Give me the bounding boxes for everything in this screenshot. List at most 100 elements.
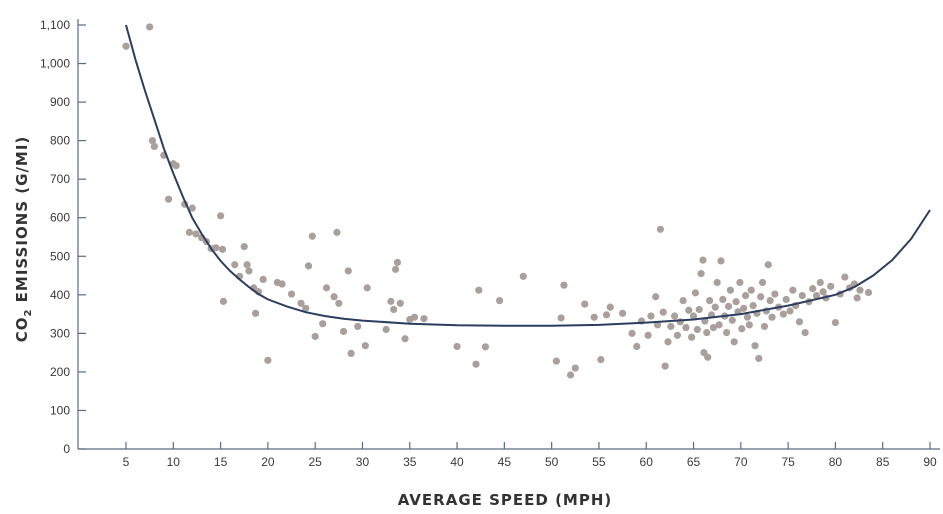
data-point (322, 284, 331, 292)
y-tick-label: 1,100 (40, 18, 70, 32)
data-point (782, 295, 790, 304)
x-axis-ticks: 5 10 15 20 25 30 35 40 45 50 55 60 65 70 75 80 85 90 (123, 442, 937, 469)
data-point (644, 331, 652, 339)
data-point (216, 212, 225, 220)
data-point (711, 303, 719, 311)
data-point (311, 332, 319, 341)
data-point (723, 328, 731, 337)
data-point (363, 284, 371, 292)
data-point (557, 314, 565, 322)
data-point (146, 23, 154, 31)
x-tick-label: 65 (687, 455, 701, 469)
data-point (231, 261, 239, 269)
data-point (597, 355, 605, 364)
data-point (751, 342, 759, 350)
data-point (264, 356, 272, 364)
data-point (297, 299, 305, 307)
x-tick-label: 25 (308, 455, 322, 469)
data-point (185, 228, 193, 236)
data-point (192, 230, 200, 238)
y-tick-label: 100 (50, 403, 70, 417)
y-axis-ticks: 0 100 200 300 400 500 600 700 800 900 1,000 1,100 (40, 18, 86, 456)
data-point (864, 288, 873, 297)
data-point (749, 302, 757, 310)
data-point (240, 243, 248, 251)
data-point (755, 354, 763, 363)
data-point (661, 362, 669, 370)
data-point (390, 305, 398, 314)
data-point (682, 323, 690, 332)
scatter-points (122, 23, 873, 379)
data-point (387, 297, 395, 305)
data-point (560, 281, 568, 289)
x-tick-label: 60 (640, 455, 654, 469)
y-tick-label: 900 (50, 95, 70, 109)
data-point (736, 278, 744, 287)
data-point (656, 225, 665, 233)
x-tick-label: 15 (214, 455, 228, 469)
data-point (472, 360, 480, 368)
data-point (697, 270, 705, 278)
data-point (339, 327, 348, 336)
x-tick-label: 85 (876, 455, 890, 469)
data-point (664, 338, 672, 346)
data-point (453, 342, 461, 351)
y-tick-label: 500 (50, 249, 70, 263)
data-point (740, 304, 748, 312)
data-point (420, 315, 428, 323)
data-point (212, 244, 220, 252)
x-tick-label: 90 (923, 455, 937, 469)
data-point (812, 291, 821, 300)
data-point (361, 342, 369, 350)
data-point (382, 325, 390, 334)
data-point (738, 325, 746, 333)
data-point (333, 228, 341, 236)
data-point (732, 298, 740, 306)
data-point (319, 320, 327, 328)
data-point (801, 328, 809, 337)
data-point (728, 316, 736, 324)
data-point (758, 278, 767, 287)
y-tick-label: 0 (63, 442, 70, 456)
data-point (150, 142, 158, 151)
x-tick-label: 75 (781, 455, 795, 469)
data-point (347, 349, 355, 358)
data-point (606, 303, 614, 311)
data-point (496, 297, 504, 305)
data-point (602, 311, 611, 319)
data-point (251, 309, 260, 317)
y-tick-label: 600 (50, 211, 70, 225)
data-point (659, 308, 667, 316)
data-point (218, 245, 227, 253)
data-point (335, 299, 343, 307)
data-point (685, 306, 693, 314)
data-point (552, 357, 560, 365)
y-axis-title-prefix: CO (13, 317, 31, 343)
data-point (816, 278, 824, 287)
data-point (798, 291, 806, 300)
data-point (164, 195, 173, 203)
data-point (172, 162, 180, 170)
x-tick-label: 30 (356, 455, 370, 469)
data-point (786, 307, 794, 315)
y-tick-label: 1,000 (40, 57, 70, 71)
data-point (853, 294, 861, 302)
data-point (590, 313, 598, 321)
data-point (691, 289, 700, 297)
data-point (304, 262, 313, 270)
data-point (566, 371, 575, 379)
data-point (475, 286, 483, 294)
x-tick-label: 35 (403, 455, 417, 469)
data-point (519, 272, 527, 280)
data-point (717, 257, 725, 265)
data-point (122, 42, 130, 50)
data-point (706, 297, 714, 305)
data-point (695, 305, 703, 314)
data-point (219, 297, 228, 305)
y-tick-label: 400 (50, 288, 70, 302)
data-point (330, 293, 338, 301)
trend-curve (125, 24, 931, 327)
x-axis-title: AVERAGE SPEED (MPH) (398, 491, 613, 509)
data-point (760, 322, 769, 331)
data-point (148, 137, 157, 145)
